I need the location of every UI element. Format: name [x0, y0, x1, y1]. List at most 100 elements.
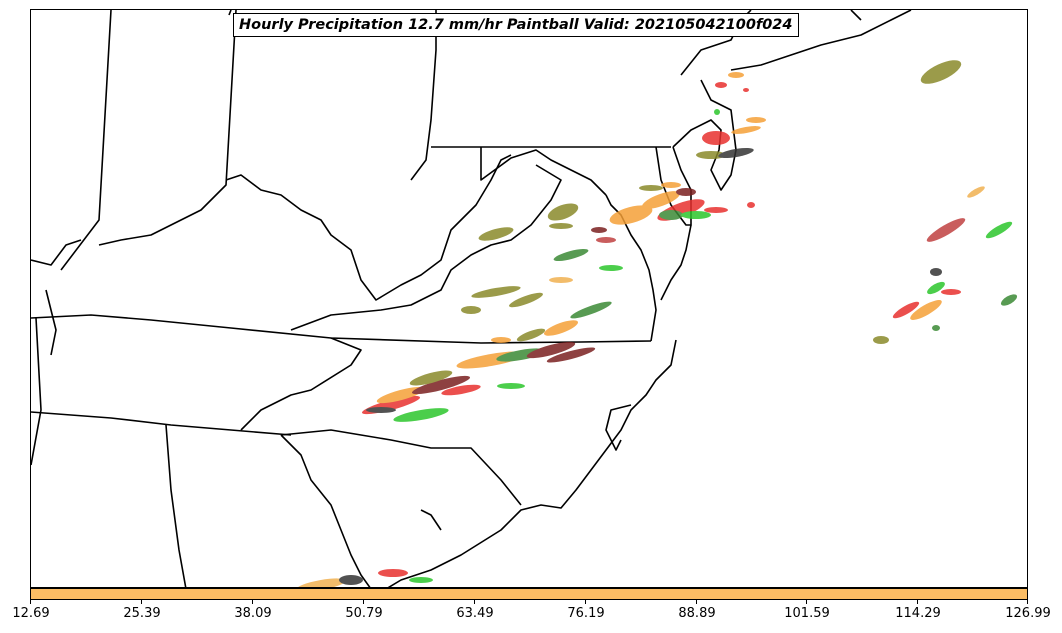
- precip-swath: [718, 147, 754, 159]
- precip-swath: [497, 383, 525, 389]
- precip-swath: [339, 575, 363, 585]
- precip-swath: [471, 286, 521, 298]
- colorbar-tick-label: 50.79: [345, 606, 383, 621]
- precip-swath: [609, 205, 653, 225]
- precip-swath: [932, 325, 940, 331]
- border-ms: [31, 317, 42, 466]
- coastline-long-island: [730, 10, 912, 71]
- precip-swath: [967, 186, 985, 198]
- precip-swath: [747, 202, 755, 208]
- colorbar-tick-mark: [806, 600, 807, 604]
- border-wv-southwest: [225, 154, 512, 301]
- precip-swath: [714, 109, 720, 115]
- precip-swath: [731, 126, 761, 134]
- precip-swath: [491, 337, 511, 343]
- precip-swath: [409, 577, 433, 583]
- precip-swath: [547, 203, 579, 221]
- precip-swath: [926, 218, 966, 242]
- precip-swath: [599, 265, 623, 271]
- precip-swath: [526, 341, 576, 359]
- colorbar-tick-label: 76.19: [567, 606, 605, 621]
- precip-swath: [681, 211, 711, 219]
- precip-swath: [461, 306, 481, 314]
- map-canvas: [31, 10, 1018, 587]
- precip-swath: [478, 227, 514, 241]
- precip-swath: [591, 227, 607, 233]
- colorbar-tick-label: 101.59: [784, 606, 830, 621]
- colorbar-tick-mark: [474, 600, 475, 604]
- map-title: Hourly Precipitation 12.7 mm/hr Paintbal…: [233, 13, 799, 37]
- precip-swath: [516, 328, 546, 342]
- precip-swath: [702, 131, 730, 145]
- colorbar-tick-mark: [1027, 600, 1028, 604]
- precip-swath: [549, 277, 573, 283]
- precip-swath: [1000, 294, 1018, 306]
- colorbar-tick-mark: [696, 600, 697, 604]
- precip-swath: [543, 320, 579, 336]
- border-sc-ga: [280, 434, 371, 587]
- precip-swath: [549, 223, 573, 229]
- colorbar-tick-label: 114.29: [895, 606, 941, 621]
- border-nc-sc: [280, 429, 522, 506]
- precip-swath: [696, 151, 726, 159]
- precip-swath: [661, 182, 681, 188]
- precip-swath: [941, 289, 961, 295]
- colorbar-tick-mark: [252, 600, 253, 604]
- precip-swath: [743, 88, 749, 92]
- coastline-chesapeake-west: [605, 194, 657, 342]
- colorbar: [30, 588, 1028, 600]
- precip-swath: [378, 569, 408, 577]
- precip-swath: [728, 72, 744, 78]
- precip-swath: [715, 82, 727, 88]
- border-tn-south: [31, 411, 292, 436]
- coastline-new-jersey: [672, 79, 737, 191]
- coastline-carolinas: [387, 339, 677, 587]
- colorbar-tick-mark: [363, 600, 364, 604]
- precip-swath: [570, 301, 612, 319]
- precip-swath: [546, 347, 596, 363]
- border-va-nc: [31, 314, 652, 344]
- precip-paintball: [296, 60, 1018, 587]
- precip-swath: [596, 237, 616, 243]
- precip-swath: [746, 117, 766, 123]
- colorbar-tick-label: 63.49: [456, 606, 494, 621]
- colorbar-tick-mark: [585, 600, 586, 604]
- map-panel: [30, 9, 1028, 588]
- precip-swath: [639, 185, 663, 191]
- border-indiana-east: [60, 10, 112, 271]
- precip-swath: [441, 384, 481, 396]
- border-al-ga: [165, 424, 187, 587]
- border-md-wv: [480, 147, 607, 196]
- precip-swath: [411, 375, 471, 395]
- precip-swath: [296, 578, 346, 587]
- precip-swath: [930, 268, 942, 276]
- border-wv-va: [290, 164, 562, 331]
- colorbar-tick-label: 12.69: [12, 606, 50, 621]
- precip-swath: [642, 191, 680, 209]
- precip-swath: [393, 408, 449, 422]
- precip-swath: [409, 370, 453, 386]
- precip-swath: [910, 300, 942, 320]
- state-borders: [31, 10, 912, 587]
- precip-swath: [366, 407, 396, 413]
- precip-swath: [892, 301, 920, 319]
- precip-swath: [985, 221, 1013, 239]
- border-tn-nc: [240, 337, 362, 431]
- precip-swath: [704, 207, 728, 213]
- coastline-lake: [45, 289, 57, 356]
- precip-swath: [659, 210, 683, 220]
- coastline-delmarva: [660, 224, 692, 301]
- precip-swath: [676, 188, 696, 196]
- precip-swath: [920, 60, 962, 84]
- precip-swath: [509, 292, 543, 308]
- precip-swath: [553, 248, 589, 262]
- colorbar-tick-label: 25.39: [123, 606, 161, 621]
- precip-swath: [927, 281, 945, 295]
- colorbar-tick-mark: [917, 600, 918, 604]
- border-ohio-river-west: [98, 10, 237, 246]
- colorbar-tick-label: 38.09: [234, 606, 272, 621]
- precip-swath: [873, 336, 889, 344]
- colorbar-tick-label: 126.99: [1005, 606, 1051, 621]
- colorbar-tick-mark: [141, 600, 142, 604]
- colorbar-tick-label: 88.89: [678, 606, 716, 621]
